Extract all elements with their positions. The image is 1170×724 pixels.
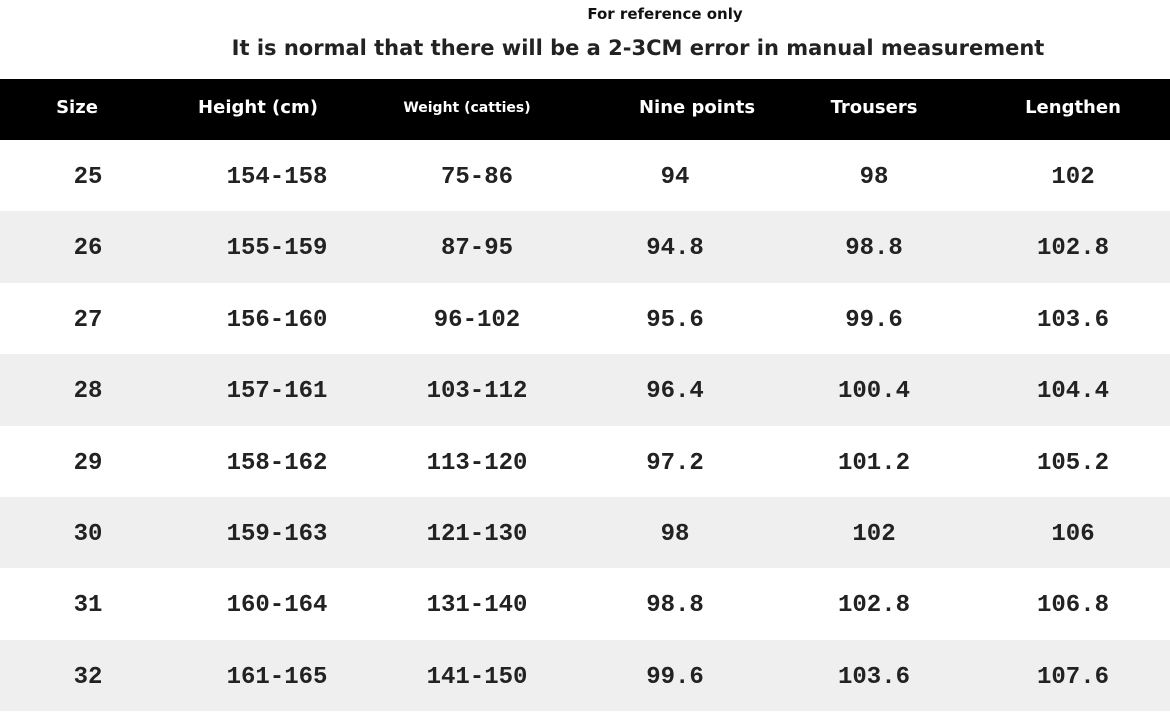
table-cell: 154-158 bbox=[226, 164, 328, 191]
table-cell: 27 bbox=[73, 306, 103, 334]
table-cell: 95.6 bbox=[646, 306, 704, 334]
table-cell: 25 bbox=[73, 164, 103, 191]
table-cell: 75-86 bbox=[440, 164, 513, 191]
table-cell: 160-164 bbox=[226, 592, 328, 620]
table-cell: 102.8 bbox=[837, 592, 910, 620]
title: It is normal that there will be a 2-3CM … bbox=[231, 36, 1045, 60]
table-cell: 157-161 bbox=[226, 378, 328, 406]
table-row: 32 161-165 141-150 99.6 103.6 107.6 bbox=[0, 639, 1170, 712]
table-row: 25 154-158 75-86 94 98 102 bbox=[0, 140, 1170, 211]
table-cell: 101.2 bbox=[837, 449, 910, 477]
table-cell: 96.4 bbox=[646, 378, 704, 406]
table-cell: 141-150 bbox=[426, 663, 528, 691]
table-cell: 158-162 bbox=[226, 449, 328, 477]
column-header: Lengthen bbox=[1025, 97, 1121, 118]
table-row: 28 157-161 103-112 96.4 100.4 104.4 bbox=[0, 354, 1170, 426]
table-row: 26 155-159 87-95 94.8 98.8 102.8 bbox=[0, 211, 1170, 283]
table-cell: 105.2 bbox=[1036, 449, 1109, 477]
table-cell: 98 bbox=[660, 521, 690, 548]
table-header: Size Height (cm) Weight (catties) Nine poin… bbox=[0, 79, 1170, 140]
column-header: Weight (catties) bbox=[403, 100, 531, 116]
table-cell: 98 bbox=[859, 164, 889, 191]
table-cell: 99.6 bbox=[845, 306, 903, 334]
table-cell: 87-95 bbox=[440, 235, 513, 263]
table-cell: 94 bbox=[660, 164, 690, 191]
table-cell: 31 bbox=[73, 592, 103, 620]
table-cell: 103-112 bbox=[426, 378, 528, 406]
table-cell: 103.6 bbox=[837, 663, 910, 691]
table-cell: 98.8 bbox=[845, 235, 903, 263]
table-cell: 121-130 bbox=[426, 521, 528, 548]
table-row: 29 158-162 113-120 97.2 101.2 105.2 bbox=[0, 426, 1170, 497]
table-cell: 32 bbox=[73, 663, 103, 691]
table-cell: 131-140 bbox=[426, 592, 528, 620]
table-row: 27 156-160 96-102 95.6 99.6 103.6 bbox=[0, 283, 1170, 354]
table-cell: 156-160 bbox=[226, 306, 328, 334]
table-cell: 30 bbox=[73, 521, 103, 548]
table-cell: 28 bbox=[73, 378, 103, 406]
table-row: 31 160-164 131-140 98.8 102.8 106.8 bbox=[0, 568, 1170, 639]
table-cell: 29 bbox=[73, 449, 103, 477]
column-header: Size bbox=[56, 97, 98, 118]
table-cell: 103.6 bbox=[1036, 306, 1109, 334]
table-cell: 99.6 bbox=[646, 663, 704, 691]
table-cell: 155-159 bbox=[226, 235, 328, 263]
table-cell: 104.4 bbox=[1036, 378, 1109, 406]
table-cell: 113-120 bbox=[426, 449, 528, 477]
table-cell: 26 bbox=[73, 235, 103, 263]
table-cell: 161-165 bbox=[226, 663, 328, 691]
table-cell: 106.8 bbox=[1036, 592, 1109, 620]
table-cell: 106 bbox=[1051, 521, 1095, 548]
table-cell: 102 bbox=[1051, 164, 1095, 191]
table-cell: 94.8 bbox=[646, 235, 704, 263]
table-cell: 100.4 bbox=[837, 378, 910, 406]
table-cell: 102.8 bbox=[1036, 235, 1109, 263]
column-header: Nine points bbox=[638, 97, 756, 118]
table-cell: 98.8 bbox=[646, 592, 704, 620]
note: For reference only bbox=[587, 5, 743, 23]
table-cell: 97.2 bbox=[646, 449, 704, 477]
column-header: Trousers bbox=[830, 97, 918, 118]
column-header: Height (cm) bbox=[198, 97, 318, 118]
table-cell: 159-163 bbox=[226, 521, 328, 548]
table-cell: 96-102 bbox=[433, 306, 521, 334]
table-cell: 102 bbox=[852, 521, 896, 548]
table-cell: 107.6 bbox=[1036, 663, 1109, 691]
table-row: 30 159-163 121-130 98 102 106 bbox=[0, 497, 1170, 569]
